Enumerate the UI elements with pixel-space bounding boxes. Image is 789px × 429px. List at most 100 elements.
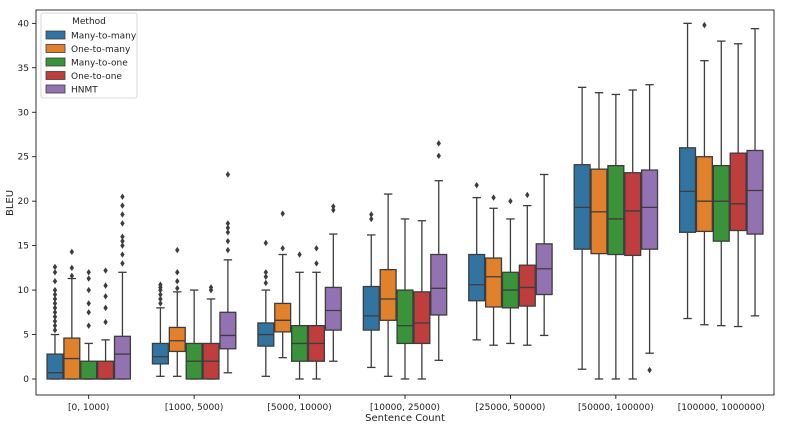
x-tick-label: [5000, 10000) xyxy=(267,403,331,413)
y-tick-label: 0 xyxy=(23,375,29,385)
box-one-to-many xyxy=(379,193,397,377)
box-rect xyxy=(518,264,536,307)
outlier-point xyxy=(158,281,163,288)
box-many-to-many xyxy=(46,263,64,380)
box-one-to-many xyxy=(274,210,292,359)
outlier-point xyxy=(263,279,269,287)
box-one-to-one xyxy=(729,43,747,328)
outlier-point xyxy=(314,260,319,267)
box-rect xyxy=(80,360,98,380)
y-tick-label: 20 xyxy=(18,197,30,207)
outlier-point xyxy=(86,275,91,282)
outlier-point xyxy=(225,246,231,254)
box-one-to-many xyxy=(63,248,81,380)
outlier-point xyxy=(436,152,441,160)
outlier-point xyxy=(86,309,91,316)
box-rect xyxy=(607,164,625,256)
legend-label: Many-to-many xyxy=(71,32,137,42)
outlier-point xyxy=(474,181,479,189)
box-many-to-many xyxy=(468,181,486,341)
outlier-point xyxy=(52,263,58,271)
y-tick-label: 35 xyxy=(18,64,29,74)
box-rect xyxy=(396,289,414,345)
outlier-point xyxy=(120,237,125,245)
outlier-point xyxy=(52,326,58,334)
box-rect xyxy=(712,164,730,242)
legend-swatch xyxy=(45,57,66,67)
y-axis: 0 5 10 15 20 25 30 35 40 xyxy=(18,19,36,385)
y-tick-label: 15 xyxy=(18,242,29,252)
outlier-point xyxy=(103,267,108,274)
box-many-to-many xyxy=(257,239,275,377)
outlier-point xyxy=(120,220,125,227)
box-rect xyxy=(96,360,115,380)
box-many-to-one xyxy=(185,289,203,380)
box-rect xyxy=(413,291,431,345)
outlier-point xyxy=(436,140,441,147)
box-hnmt xyxy=(324,203,342,362)
box-rect xyxy=(695,156,714,233)
outlier-point xyxy=(525,191,530,199)
outlier-point xyxy=(158,291,163,298)
x-tick-label: [25000, 50000) xyxy=(475,403,545,413)
outlier-point xyxy=(52,304,58,312)
box-hnmt xyxy=(746,28,764,317)
outlier-point xyxy=(52,286,58,294)
outlier-point xyxy=(120,251,125,258)
legend-swatch xyxy=(45,44,66,53)
outlier-point xyxy=(86,322,91,329)
box-many-to-one xyxy=(290,251,309,380)
outlier-point xyxy=(175,277,180,285)
legend-label: One-to-many xyxy=(71,45,131,55)
outlier-point xyxy=(52,309,58,316)
box-groups xyxy=(46,21,764,380)
box-rect xyxy=(362,285,380,331)
outlier-point xyxy=(52,318,58,325)
box-rect xyxy=(678,147,697,233)
legend-label: One-to-one xyxy=(71,72,122,82)
outlier-point xyxy=(175,269,180,276)
box-many-to-many xyxy=(678,22,697,320)
box-one-to-one xyxy=(624,89,642,380)
box-one-to-one xyxy=(307,245,326,380)
outlier-point xyxy=(331,206,336,214)
box-rect xyxy=(379,268,397,321)
box-many-to-one xyxy=(607,93,625,380)
legend-swatch xyxy=(45,30,66,40)
box-many-to-one xyxy=(712,40,730,327)
legend-items: Many-to-many One-to-many Many-to-one One-to… xyxy=(45,30,137,96)
box-one-to-one xyxy=(518,191,536,346)
outlier-point xyxy=(263,273,269,280)
outlier-point xyxy=(86,300,91,307)
outlier-point xyxy=(69,272,75,280)
outlier-point xyxy=(52,300,58,307)
y-tick-label: 10 xyxy=(18,286,30,296)
box-many-to-many xyxy=(362,211,380,369)
box-hnmt xyxy=(219,171,237,374)
outlier-point xyxy=(331,203,336,210)
y-tick-label: 25 xyxy=(18,153,29,163)
outlier-point xyxy=(69,264,75,272)
y-tick-label: 30 xyxy=(18,108,30,118)
legend: Method Many-to-many One-to-many Many-to-on… xyxy=(40,12,138,99)
outlier-point xyxy=(508,197,513,205)
outlier-point xyxy=(280,245,285,252)
outlier-point xyxy=(225,237,231,245)
y-axis-label: BLEU xyxy=(5,190,16,216)
box-many-to-many xyxy=(151,281,169,377)
box-rect xyxy=(151,342,169,365)
y-tick-label: 5 xyxy=(23,331,29,341)
outlier-point xyxy=(52,322,58,329)
outlier-point xyxy=(103,293,108,300)
box-rect xyxy=(624,172,642,257)
box-rect xyxy=(729,152,747,232)
outlier-point xyxy=(263,239,269,247)
y-tick-label: 40 xyxy=(18,19,30,29)
outlier-point xyxy=(225,224,231,232)
outlier-point xyxy=(280,210,285,217)
box-rect xyxy=(168,326,186,353)
outlier-point xyxy=(314,245,319,252)
outlier-point xyxy=(86,269,91,276)
box-hnmt xyxy=(430,140,448,361)
box-one-to-one xyxy=(96,267,115,380)
